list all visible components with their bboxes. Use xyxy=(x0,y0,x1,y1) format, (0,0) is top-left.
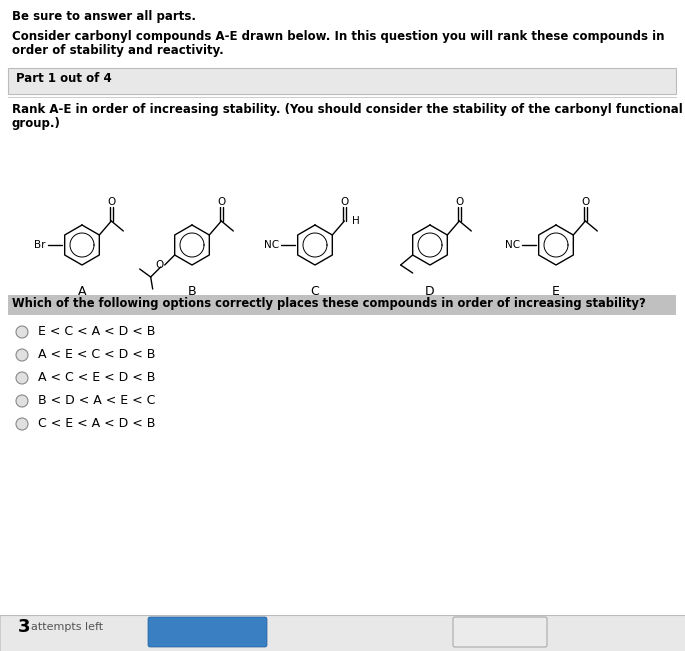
Text: A: A xyxy=(78,285,86,298)
Text: B < D < A < E < C: B < D < A < E < C xyxy=(38,394,155,407)
FancyBboxPatch shape xyxy=(453,617,547,647)
Text: O: O xyxy=(456,197,464,207)
Text: A < C < E < D < B: A < C < E < D < B xyxy=(38,371,155,384)
Circle shape xyxy=(16,418,28,430)
Text: O: O xyxy=(107,197,116,207)
FancyBboxPatch shape xyxy=(8,68,676,94)
Text: Check my work: Check my work xyxy=(154,626,260,639)
Circle shape xyxy=(16,349,28,361)
FancyBboxPatch shape xyxy=(0,615,685,651)
Text: attempts left: attempts left xyxy=(31,622,103,632)
Text: E: E xyxy=(552,285,560,298)
Text: A < E < C < D < B: A < E < C < D < B xyxy=(38,348,155,361)
Text: NC: NC xyxy=(505,240,520,250)
Text: H: H xyxy=(352,216,360,226)
Text: C < E < A < D < B: C < E < A < D < B xyxy=(38,417,155,430)
Circle shape xyxy=(16,372,28,384)
Text: C: C xyxy=(310,285,319,298)
Text: O: O xyxy=(340,197,349,207)
FancyBboxPatch shape xyxy=(148,617,267,647)
Circle shape xyxy=(16,326,28,338)
Circle shape xyxy=(16,395,28,407)
Text: Rank A-E in order of increasing stability. (You should consider the stability of: Rank A-E in order of increasing stabilit… xyxy=(12,103,683,116)
Text: E < C < A < D < B: E < C < A < D < B xyxy=(38,325,155,338)
Text: Next part: Next part xyxy=(471,626,530,639)
Text: B: B xyxy=(188,285,197,298)
Text: Be sure to answer all parts.: Be sure to answer all parts. xyxy=(12,10,196,23)
Text: NC: NC xyxy=(264,240,279,250)
Text: Part 1 out of 4: Part 1 out of 4 xyxy=(16,72,112,85)
Text: Which of the following options correctly places these compounds in order of incr: Which of the following options correctly… xyxy=(12,297,646,310)
Text: 3: 3 xyxy=(18,618,31,636)
Text: D: D xyxy=(425,285,435,298)
Text: order of stability and reactivity.: order of stability and reactivity. xyxy=(12,44,224,57)
FancyBboxPatch shape xyxy=(8,295,676,315)
Text: Br: Br xyxy=(34,240,46,250)
Text: Consider carbonyl compounds A-E drawn below. In this question you will rank thes: Consider carbonyl compounds A-E drawn be… xyxy=(12,30,664,43)
Text: O: O xyxy=(581,197,590,207)
Text: O: O xyxy=(155,260,164,270)
Text: O: O xyxy=(217,197,225,207)
Text: group.): group.) xyxy=(12,117,61,130)
